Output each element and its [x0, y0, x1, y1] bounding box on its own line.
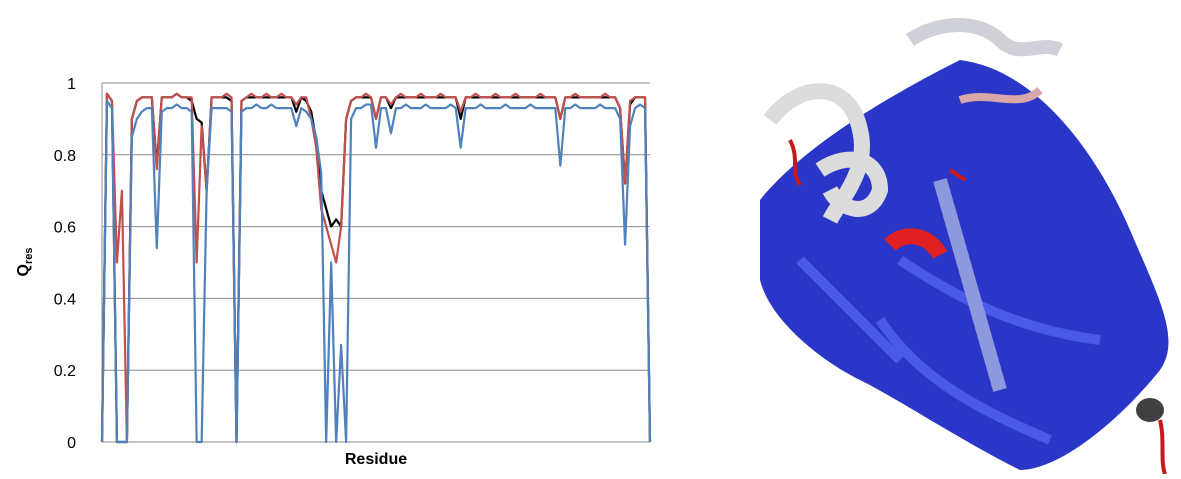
plot-area: 0 0.2 0.4 0.6 0.8 1: [54, 76, 650, 452]
y-axis-label: Qres: [15, 248, 35, 277]
line-series: [102, 101, 650, 442]
y-tick-label: 0.4: [54, 291, 76, 308]
y-tick-label: 1: [67, 76, 76, 93]
y-tick-label: 0: [67, 435, 76, 452]
y-tick-label: 0.2: [54, 363, 76, 380]
top-helix: [910, 25, 1060, 50]
y-axis-label-main: Q: [15, 264, 32, 276]
x-axis-label: Residue: [345, 451, 407, 468]
protein-structure: [760, 25, 1168, 474]
dark-helix: [1136, 398, 1164, 422]
y-tick-label: 0.6: [54, 220, 76, 237]
figure: 0 0.2 0.4 0.6 0.8 1 Residue Qres: [0, 0, 1181, 474]
y-tick-label: 0.8: [54, 148, 76, 165]
y-axis-label-sub: res: [23, 248, 35, 265]
